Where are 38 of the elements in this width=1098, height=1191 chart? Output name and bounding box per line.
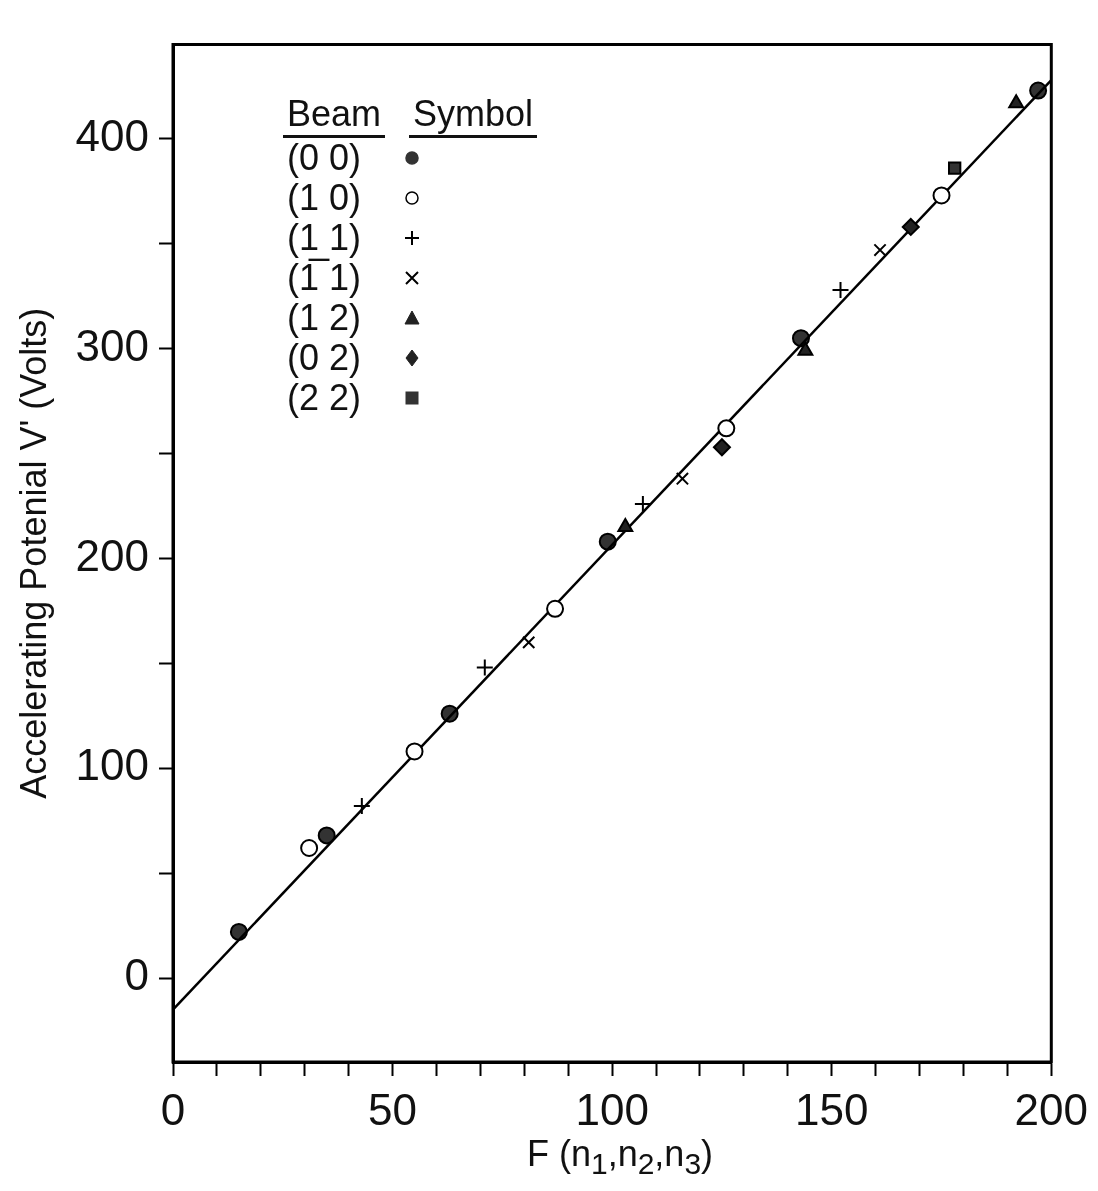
x-tick-label: 50 xyxy=(368,1084,418,1134)
point xyxy=(352,797,371,816)
point xyxy=(712,438,731,457)
legend-label: (1̅ 1) xyxy=(286,257,363,298)
y-tick-label: 200 xyxy=(75,530,149,580)
y-tick-label: 0 xyxy=(124,950,149,1000)
point xyxy=(831,280,850,299)
annotation: Symbol xyxy=(397,93,538,137)
x-axis-title: F (n$_{1}$,n$_{2}$,n$_{3}$) xyxy=(525,1133,715,1182)
legend-label: (1 0) xyxy=(286,177,363,218)
point xyxy=(522,635,536,650)
x-tick-label: 150 xyxy=(795,1084,869,1134)
point xyxy=(901,217,920,236)
legend-label: (0 2) xyxy=(286,337,363,378)
point xyxy=(633,494,652,513)
y-tick-label: 400 xyxy=(75,110,149,160)
point xyxy=(300,838,319,857)
x-tick-label: 200 xyxy=(1014,1084,1088,1134)
y-tick-label: 100 xyxy=(75,740,149,790)
point xyxy=(1008,94,1025,109)
point xyxy=(405,742,424,761)
legend-label: (1 2) xyxy=(286,297,363,338)
legend-title: Beam xyxy=(283,93,398,137)
x-tick-label: 100 xyxy=(575,1084,649,1134)
legend-label: (1 1) xyxy=(286,217,363,258)
x-tick-label: 0 xyxy=(160,1084,186,1134)
point xyxy=(475,658,494,677)
point xyxy=(717,419,736,438)
y-axis-title: Accelerating Potenial V' (Volts) xyxy=(12,307,54,799)
legend-label: (2 2) xyxy=(286,377,363,418)
legend-label: (0 0) xyxy=(286,136,363,178)
point xyxy=(317,826,336,845)
point xyxy=(932,186,951,205)
point xyxy=(873,243,887,257)
point xyxy=(675,472,690,486)
y-tick-label: 300 xyxy=(75,320,149,370)
point xyxy=(546,599,565,618)
point xyxy=(948,161,962,175)
